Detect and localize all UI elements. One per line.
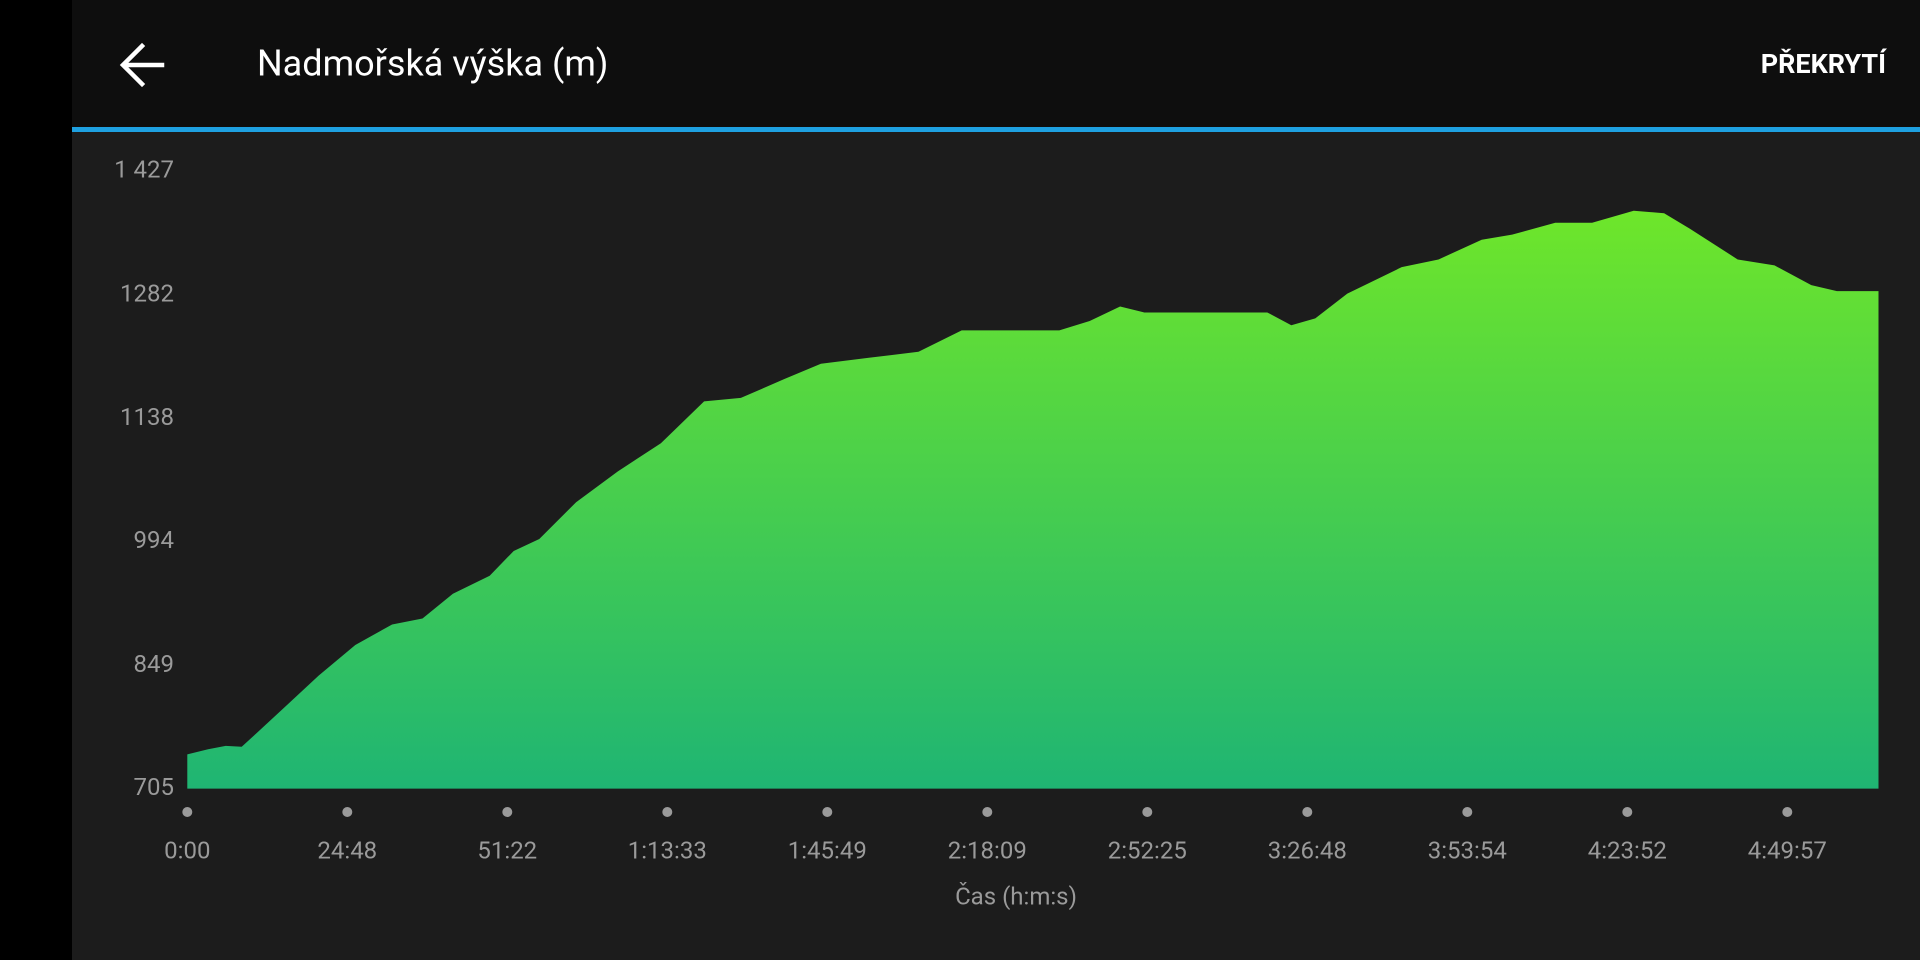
left-strip [0,0,72,960]
back-button[interactable] [119,42,165,88]
y-tick-label: 705 [134,773,174,801]
x-tick-label: 1:13:33 [628,836,707,864]
x-tick-dot [662,807,673,817]
x-tick-label: 3:26:48 [1268,836,1347,864]
x-tick-label: 4:49:57 [1748,836,1827,864]
y-tick-label: 1282 [120,280,174,308]
x-tick-dot [1142,807,1153,817]
elevation-area [187,210,1879,789]
arrow-head [119,42,146,88]
title: Nadmořská výška (m) [257,43,608,85]
x-tick-label: 51:22 [477,836,537,864]
x-tick-dot [182,807,193,817]
x-tick-dot [1302,807,1313,817]
x-tick-label: 1:45:49 [788,836,867,864]
x-tick-dot [502,807,513,817]
y-tick-label: 1 427 [114,156,174,184]
x-tick-label: 24:48 [317,836,377,864]
y-tick-label: 994 [134,526,174,554]
x-tick-label: 0:00 [164,836,210,864]
y-tick-label: 849 [134,650,174,678]
x-tick-label: 4:23:52 [1588,836,1667,864]
x-tick-dot [342,807,353,817]
x-tick-label: 3:53:54 [1428,836,1507,864]
x-tick-dot [1782,807,1793,817]
overlay-button[interactable]: PŘEKRYTÍ [1761,47,1887,80]
accent-line [72,127,1920,132]
x-tick-label: 2:18:09 [948,836,1027,864]
y-tick-label: 1138 [120,403,174,431]
x-tick-dot [1462,807,1473,817]
x-tick-label: 2:52:25 [1108,836,1187,864]
x-axis-label: Čas (h:m:s) [955,881,1077,910]
x-tick-dot [982,807,993,817]
app-bar [72,0,1920,128]
x-tick-dot [1622,807,1633,817]
x-tick-dot [822,807,833,817]
